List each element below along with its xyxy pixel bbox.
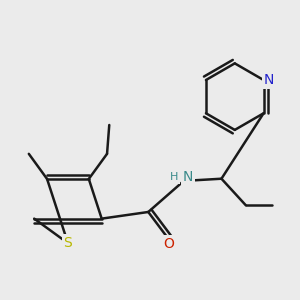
Text: O: O <box>163 237 174 251</box>
Text: S: S <box>64 236 72 250</box>
Text: N: N <box>183 170 194 184</box>
Text: N: N <box>264 73 274 87</box>
Text: H: H <box>170 172 178 182</box>
